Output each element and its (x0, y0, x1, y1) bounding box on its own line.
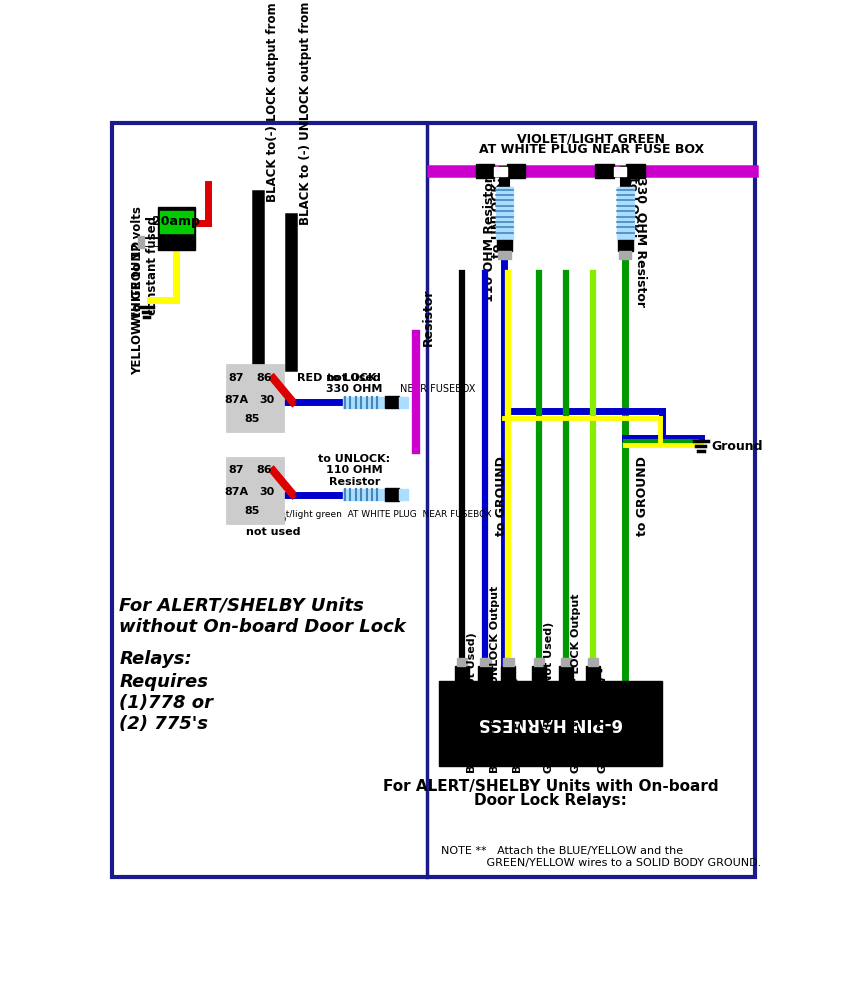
Bar (503, 657, 514, 665)
Bar (343, 489, 385, 500)
Text: Door Lock Relays:: Door Lock Relays: (474, 793, 627, 808)
Bar (476, 164, 494, 178)
Text: BLUE/RED - (Not Used): BLUE/RED - (Not Used) (467, 633, 476, 773)
Text: RED not used: RED not used (296, 373, 380, 383)
Bar (618, 241, 633, 251)
Bar (613, 166, 626, 176)
Text: to GROUND: to GROUND (495, 456, 508, 536)
Text: BLUE/WHITE - UNLOCK Output: BLUE/WHITE - UNLOCK Output (490, 586, 500, 773)
Bar (480, 657, 491, 665)
Bar (343, 397, 385, 408)
Bar (158, 207, 195, 249)
Bar (457, 657, 468, 665)
Bar (494, 166, 507, 176)
Bar (399, 489, 408, 500)
Text: 330  OHM Resistor: 330 OHM Resistor (634, 176, 647, 307)
Text: 85: 85 (244, 507, 260, 517)
Bar (502, 665, 515, 681)
Bar (534, 657, 545, 665)
Bar (497, 241, 512, 251)
Text: violet/light green  AT WHITE PLUG  NEAR FUSEBOX: violet/light green AT WHITE PLUG NEAR FU… (264, 510, 492, 519)
Text: Resistor: Resistor (422, 288, 435, 346)
Bar (399, 397, 408, 408)
Text: For ALERT/SHELBY Units with On-board: For ALERT/SHELBY Units with On-board (382, 779, 718, 794)
Text: NEAR FUSEBOX: NEAR FUSEBOX (400, 384, 475, 394)
Text: WHITE to 12 volts
constant fused: WHITE to 12 volts constant fused (131, 206, 159, 324)
Text: GREEN/RED - (Not Used): GREEN/RED - (Not Used) (544, 622, 553, 773)
Text: 87A: 87A (224, 487, 249, 497)
Text: to GROUND: to GROUND (636, 456, 649, 536)
Text: without On-board Door Lock: without On-board Door Lock (119, 618, 406, 636)
Text: to LOCK:
330 OHM: to LOCK: 330 OHM (326, 373, 382, 394)
Bar (626, 164, 645, 178)
Bar (561, 657, 571, 665)
Bar (596, 164, 613, 178)
Text: NOTE **   Attach the BLUE/YELLOW and the
             GREEN/YELLOW wires to a SO: NOTE ** Attach the BLUE/YELLOW and the G… (441, 846, 761, 868)
Text: 87: 87 (228, 372, 244, 382)
Text: 20amp: 20amp (152, 216, 201, 229)
Text: YELLOW to GROUND: YELLOW to GROUND (131, 241, 144, 374)
Bar (439, 681, 662, 765)
Text: GREEN/YELLOW -: GREEN/YELLOW - (597, 667, 607, 773)
Text: 6-PIN HARNESS: 6-PIN HARNESS (479, 714, 623, 733)
Text: BLUE/YELLOW -: BLUE/YELLOW - (513, 678, 523, 773)
Text: VIOLET/LIGHT GREEN: VIOLET/LIGHT GREEN (518, 133, 665, 146)
Text: AT WHITE PLUG NEAR FUSE BOX: AT WHITE PLUG NEAR FUSE BOX (479, 144, 704, 156)
Text: 86: 86 (256, 465, 272, 475)
Bar (228, 365, 283, 431)
Bar (138, 236, 144, 248)
Text: BLACK to (-) UNLOCK output from unit: BLACK to (-) UNLOCK output from unit (299, 0, 312, 225)
Bar (588, 657, 598, 665)
Text: to UNLOCK:
110 OHM
Resistor: to UNLOCK: 110 OHM Resistor (318, 453, 390, 487)
Text: Relays:: Relays: (119, 650, 192, 668)
Bar (498, 251, 511, 259)
Bar (228, 457, 283, 523)
Bar (496, 186, 513, 241)
Text: 110 OHM Resistor: 110 OHM Resistor (483, 176, 496, 302)
Bar (455, 665, 469, 681)
Text: 86: 86 (256, 372, 272, 382)
Text: 85: 85 (244, 414, 260, 424)
Bar (619, 251, 631, 259)
Text: 87: 87 (228, 465, 244, 475)
Text: RED
not used: RED not used (246, 516, 300, 537)
Bar (559, 665, 573, 681)
Text: BLACK to(-) LOCK output from unit: BLACK to(-) LOCK output from unit (266, 0, 278, 202)
Text: 30: 30 (260, 395, 275, 405)
Bar (478, 665, 492, 681)
Bar (385, 488, 399, 501)
Text: Requires
(1)778 or
(2) 775's: Requires (1)778 or (2) 775's (119, 673, 213, 733)
Bar (586, 665, 600, 681)
Text: 30: 30 (260, 487, 275, 497)
Bar (385, 396, 399, 408)
Text: 87A: 87A (224, 395, 249, 405)
Text: to UNLOCK:: to UNLOCK: (491, 176, 503, 257)
Text: to LOCK:: to LOCK: (626, 176, 640, 238)
Bar (532, 665, 546, 681)
Text: GREEN/WHITE - LOCK Output: GREEN/WHITE - LOCK Output (571, 594, 580, 773)
Bar (160, 211, 193, 233)
Text: For ALERT/SHELBY Units: For ALERT/SHELBY Units (119, 596, 365, 614)
Bar (617, 186, 634, 241)
Text: Ground: Ground (711, 440, 763, 452)
Bar (507, 164, 525, 178)
